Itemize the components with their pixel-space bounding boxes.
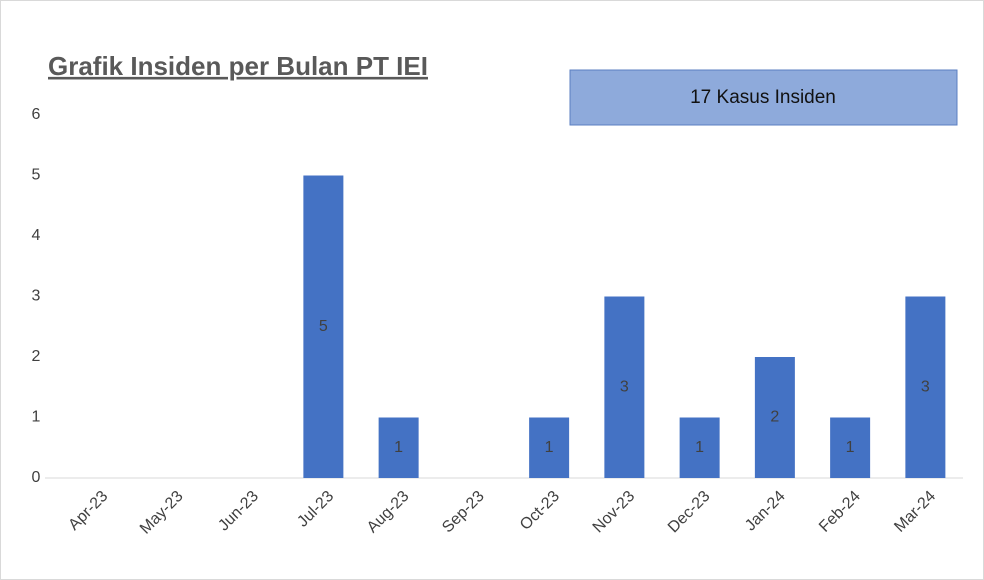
y-tick-label: 2	[32, 348, 41, 365]
data-label: 1	[695, 439, 704, 456]
data-label: 1	[394, 439, 403, 456]
data-label: 3	[921, 378, 930, 395]
y-tick-label: 1	[32, 409, 41, 426]
y-tick-label: 0	[32, 469, 41, 486]
data-label: 2	[770, 409, 779, 426]
data-label: 3	[620, 378, 629, 395]
annotation: 17 Kasus Insiden	[690, 87, 836, 108]
data-label: 1	[846, 439, 855, 456]
data-label: 5	[319, 318, 328, 335]
data-label: 1	[545, 439, 554, 456]
chart: Grafik Insiden per Bulan PT IEI 17 Kasus…	[0, 0, 984, 580]
y-tick-label: 5	[32, 167, 41, 184]
y-tick-label: 3	[32, 288, 41, 305]
y-tick-label: 6	[32, 106, 41, 123]
chart-title: Grafik Insiden per Bulan PT IEI	[48, 51, 428, 81]
y-tick-label: 4	[32, 227, 41, 244]
